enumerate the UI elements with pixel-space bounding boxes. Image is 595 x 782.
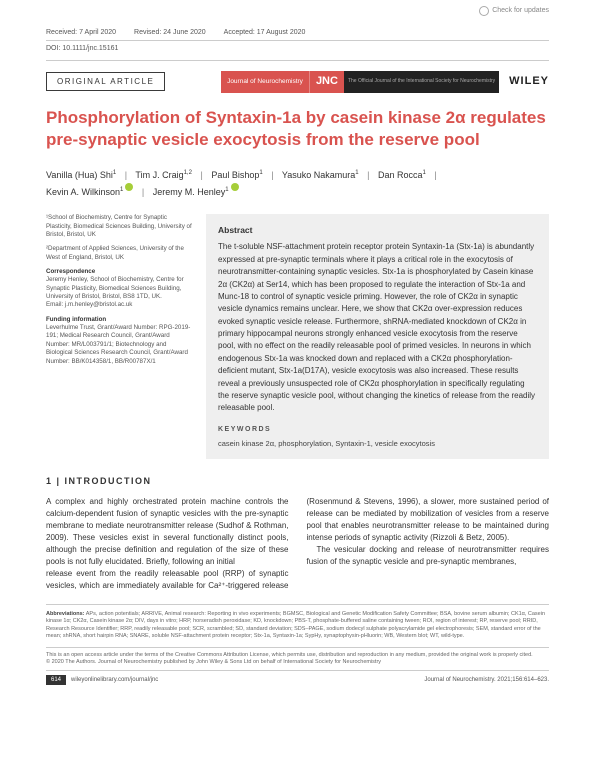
- abstract-heading: Abstract: [218, 224, 537, 237]
- article-title: Phosphorylation of Syntaxin-1a by casein…: [46, 107, 549, 151]
- brand-wiley: WILEY: [499, 71, 549, 93]
- section-heading-intro: 1 | INTRODUCTION: [46, 475, 549, 488]
- funding-label: Funding information: [46, 316, 106, 323]
- keywords-text: casein kinase 2α, phosphorylation, Synta…: [218, 438, 537, 450]
- revised-date: Revised: 24 June 2020: [134, 28, 206, 38]
- article-type: ORIGINAL ARTICLE: [46, 72, 165, 91]
- accepted-date: Accepted: 17 August 2020: [224, 28, 306, 38]
- abbrev-label: Abbreviations:: [46, 611, 85, 617]
- author-sep: |: [434, 170, 436, 180]
- orcid-icon[interactable]: [125, 183, 133, 191]
- abbrev-text: APs, action potentials; ARRIVE, Animal r…: [46, 611, 545, 639]
- affil-sup: 1: [259, 170, 262, 176]
- author: Vanilla (Hua) Shi: [46, 170, 113, 180]
- affil-sup: 1,2: [184, 170, 192, 176]
- author-sep: |: [367, 170, 369, 180]
- author-sep: |: [271, 170, 273, 180]
- author-sep: |: [200, 170, 202, 180]
- author: Dan Rocca: [378, 170, 423, 180]
- keywords-label: KEYWORDS: [218, 425, 537, 436]
- body-text: A complex and highly orchestrated protei…: [46, 496, 549, 592]
- page-footer: 614 wileyonlinelibrary.com/journal/jnc J…: [46, 676, 549, 684]
- author-list: Vanilla (Hua) Shi1 | Tim J. Craig1,2 | P…: [46, 167, 549, 200]
- correspondence-email: Email: j.m.henley@bristol.ac.uk: [46, 301, 132, 308]
- brand-subtitle: The Official Journal of the Internationa…: [344, 71, 499, 93]
- author: Yasuko Nakamura: [282, 170, 355, 180]
- affil-sup: 1: [113, 170, 116, 176]
- page-number: 614: [46, 675, 66, 685]
- copyright-text: © 2020 The Authors. Journal of Neurochem…: [46, 659, 549, 666]
- check-updates-text: Check for updates: [492, 6, 549, 16]
- affil-sup: 1: [120, 187, 123, 193]
- author-sep: |: [142, 187, 144, 197]
- footer-citation: Journal of Neurochemistry. 2021;156:614–…: [424, 676, 549, 684]
- affiliation: ²Department of Applied Sciences, Univers…: [46, 245, 192, 262]
- author: Kevin A. Wilkinson: [46, 187, 120, 197]
- affil-sup: 1: [225, 187, 228, 193]
- abbreviations-box: Abbreviations: APs, action potentials; A…: [46, 604, 549, 641]
- body-para: A complex and highly orchestrated protei…: [46, 496, 289, 568]
- received-date: Received: 7 April 2020: [46, 28, 116, 38]
- affil-sup: 1: [423, 170, 426, 176]
- correspondence-text: Jeremy Henley, School of Biochemistry, C…: [46, 276, 184, 300]
- author: Jeremy M. Henley: [153, 187, 226, 197]
- brand-jnc-logo: JNC: [309, 71, 344, 93]
- author-sep: |: [125, 170, 127, 180]
- author: Paul Bishop: [211, 170, 259, 180]
- footer-url: wileyonlinelibrary.com/journal/jnc: [71, 677, 158, 683]
- author: Tim J. Craig: [135, 170, 183, 180]
- journal-brand: Journal of Neurochemistry JNC The Offici…: [221, 71, 549, 93]
- check-updates-icon: [479, 6, 489, 16]
- body-para: The vesicular docking and release of neu…: [307, 544, 550, 568]
- legal-box: This is an open access article under the…: [46, 647, 549, 672]
- affil-sup: 1: [355, 170, 358, 176]
- correspondence-label: Correspondence: [46, 268, 95, 275]
- orcid-icon[interactable]: [231, 183, 239, 191]
- affiliation: ¹School of Biochemistry, Centre for Syna…: [46, 214, 192, 239]
- license-text: This is an open access article under the…: [46, 652, 549, 659]
- funding-text: Leverhulme Trust, Grant/Award Number: RP…: [46, 324, 190, 364]
- abstract-box: Abstract The t-soluble NSF-attachment pr…: [206, 214, 549, 459]
- check-updates-link[interactable]: Check for updates: [479, 6, 549, 16]
- abstract-text: The t-soluble NSF-attachment protein rec…: [218, 241, 537, 414]
- affiliations-sidebar: ¹School of Biochemistry, Centre for Syna…: [46, 214, 192, 459]
- brand-journal-name: Journal of Neurochemistry: [221, 71, 309, 93]
- doi: DOI: 10.1111/jnc.15161: [46, 41, 549, 61]
- article-dates: Received: 7 April 2020 Revised: 24 June …: [46, 28, 549, 41]
